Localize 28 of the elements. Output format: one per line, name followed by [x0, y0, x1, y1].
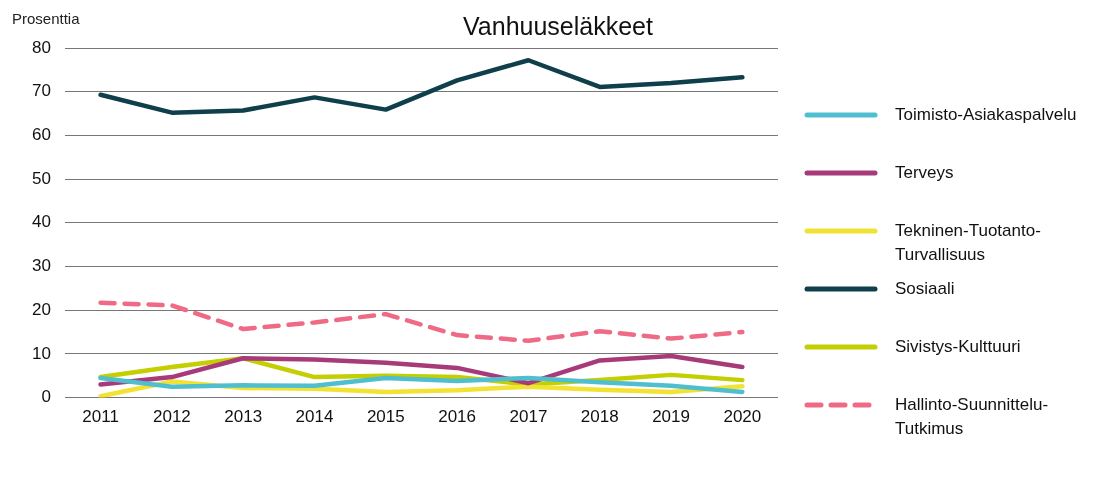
x-tick-label: 2016	[438, 407, 477, 427]
y-tick-label: 60	[31, 125, 51, 145]
legend-label: Tekninen-Tuotanto-Turvallisuus	[895, 220, 1042, 266]
y-tick-label: 40	[31, 212, 51, 232]
legend-label: Terveys	[895, 162, 955, 184]
x-tick-label: 2013	[224, 407, 263, 427]
y-tick-label: 80	[31, 37, 51, 57]
y-axis-title: Prosenttia	[12, 9, 81, 27]
x-tick-label: 2012	[152, 407, 191, 427]
y-tick-label: 70	[31, 81, 51, 101]
line-series	[98, 300, 745, 344]
legend-label: Toimisto-Asiakaspalvelu	[895, 104, 1078, 126]
x-tick-label: 2018	[580, 407, 619, 427]
legend-label: Sivistys-Kulttuuri	[895, 336, 1022, 358]
x-tick-label: 2019	[652, 407, 690, 427]
x-tick-label: 2014	[295, 407, 334, 427]
y-tick-label: 30	[31, 256, 51, 276]
legend-label: Sosiaali	[895, 278, 956, 300]
x-tick-label: 2011	[82, 407, 119, 427]
x-tick-label: 2020	[723, 407, 762, 427]
y-tick-label: 0	[41, 387, 51, 407]
y-tick-label: 10	[31, 343, 51, 363]
y-tick-label: 50	[31, 168, 51, 188]
chart-title: Vanhuuseläkkeet	[463, 12, 653, 40]
y-tick-label: 20	[31, 299, 51, 319]
legend-label: Hallinto-Suunnittelu-Tutkimus	[895, 394, 1050, 440]
x-tick-label: 2017	[509, 407, 548, 427]
x-tick-label: 2015	[366, 407, 405, 427]
